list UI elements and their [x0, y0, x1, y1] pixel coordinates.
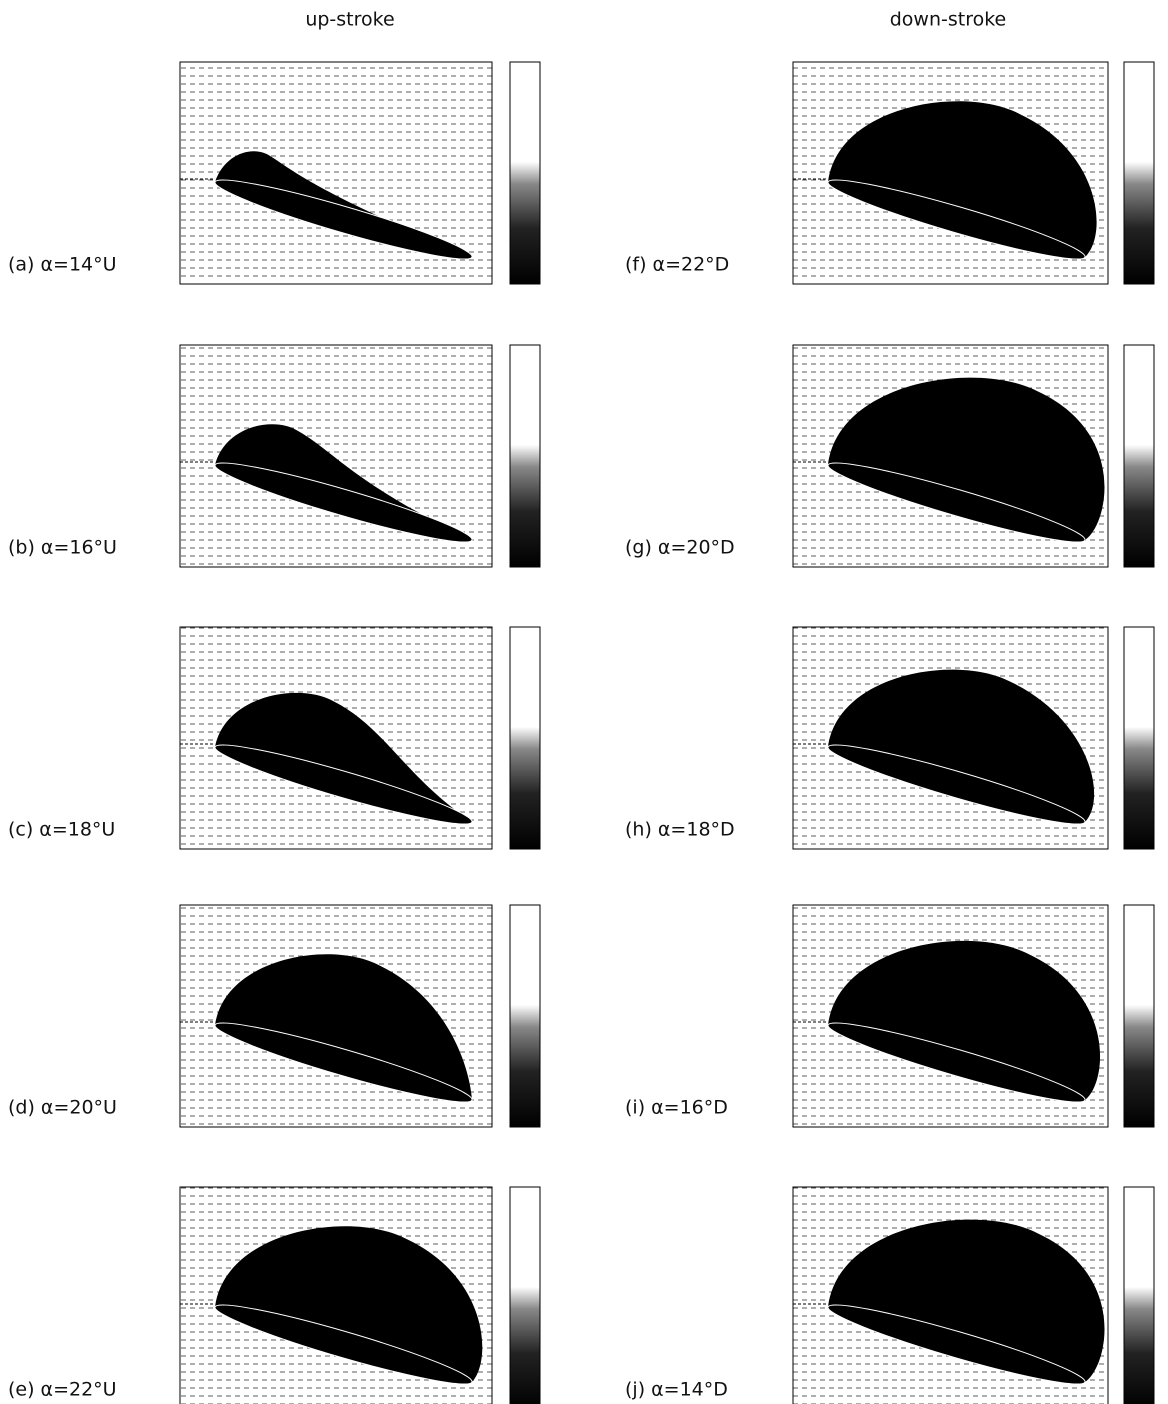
wing-section	[827, 1304, 1086, 1385]
colorbar	[509, 1186, 541, 1404]
panel-label: (e) α=22°U	[8, 1379, 117, 1401]
vortex-region	[215, 954, 472, 1100]
vortex-region	[215, 692, 472, 822]
panel-label: (h) α=18°D	[625, 819, 735, 841]
vortex-region	[828, 377, 1105, 540]
colorbar	[1123, 904, 1155, 1128]
colorbar	[1123, 1186, 1155, 1404]
panel-label: (b) α=16°U	[8, 537, 117, 559]
colorbar	[509, 344, 541, 568]
wing-section	[214, 744, 473, 825]
colorbar	[509, 904, 541, 1128]
column-header: down-stroke	[890, 9, 1007, 31]
panel-label: (g) α=20°D	[625, 537, 735, 559]
colorbar	[509, 626, 541, 850]
panel-label: (j) α=14°D	[625, 1379, 728, 1401]
vortex-region	[215, 1226, 483, 1382]
wing-section	[827, 462, 1086, 543]
vortex-region	[828, 669, 1095, 822]
colorbar	[1123, 344, 1155, 568]
wing-section	[214, 1304, 473, 1385]
colorbar	[1123, 626, 1155, 850]
panel-label: (a) α=14°U	[8, 254, 117, 276]
panel-label: (f) α=22°D	[625, 254, 729, 276]
wing-section	[827, 744, 1086, 825]
wing-section	[827, 1022, 1086, 1103]
wing-section	[214, 179, 473, 260]
wing-section	[827, 179, 1086, 260]
vortex-region	[828, 101, 1097, 257]
vortex-region	[828, 1219, 1105, 1382]
wing-section	[214, 462, 473, 543]
colorbar	[1123, 61, 1155, 285]
column-header: up-stroke	[305, 9, 394, 31]
colorbar	[509, 61, 541, 285]
wing-section	[214, 1022, 473, 1103]
panel-label: (d) α=20°U	[8, 1097, 117, 1119]
panel-label: (i) α=16°D	[625, 1097, 728, 1119]
panel-label: (c) α=18°U	[8, 819, 115, 841]
vortex-region	[828, 940, 1101, 1100]
